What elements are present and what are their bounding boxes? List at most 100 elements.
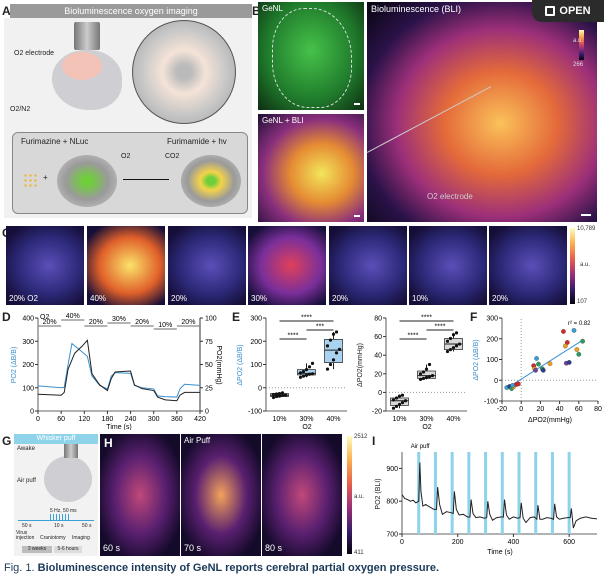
air-puff-bar — [450, 452, 454, 534]
data-point — [307, 372, 312, 376]
air-puff-bar — [467, 452, 471, 534]
data-point — [451, 333, 456, 337]
data-point — [325, 367, 330, 371]
frame-label: 20% — [492, 294, 509, 303]
data-point — [331, 358, 336, 362]
right-y-tick-label: 0 — [205, 409, 209, 416]
data-point — [304, 368, 309, 372]
frame-label: 20% O2 — [9, 294, 38, 303]
right-y-axis-label: PO2(mmHg) — [215, 345, 222, 384]
frame-label: 20% — [332, 294, 349, 303]
data-point — [561, 329, 566, 334]
o2-frame-image: 20% — [168, 226, 246, 305]
panel-label-g: G — [2, 434, 12, 448]
o2-frame-image: 20% — [489, 226, 567, 305]
data-point — [421, 376, 426, 381]
panel-label-h: H — [104, 436, 113, 450]
data-point — [271, 395, 276, 400]
x-tick-label: 200 — [452, 539, 464, 546]
x-axis-label: ΔPO2(mmHg) — [528, 417, 572, 424]
data-point — [337, 347, 342, 351]
y-tick-label: -100 — [484, 399, 498, 406]
panel-label-a: A — [2, 4, 11, 18]
panel-label-f: F — [470, 310, 478, 324]
data-point — [391, 398, 396, 402]
data-point — [427, 362, 432, 367]
awake-label: Awake — [17, 446, 35, 452]
data-point — [280, 393, 285, 398]
x-tick-label: 420 — [194, 416, 206, 423]
significance-label: **** — [421, 315, 432, 322]
x-tick-label: 120 — [78, 416, 90, 423]
data-point — [403, 399, 408, 403]
x-tick-label: 40% — [446, 416, 460, 423]
y-tick-label: 0 — [494, 378, 498, 385]
air-puff-frame-image: 60 s — [100, 434, 180, 556]
fit-line — [509, 340, 582, 387]
data-point — [566, 360, 572, 365]
data-point — [328, 338, 333, 342]
scale-bar — [354, 103, 360, 105]
y-tick-label: -20 — [372, 409, 382, 416]
colorbar-min: 266 — [573, 62, 584, 68]
air-puff-annotation: Air puff — [411, 444, 430, 450]
data-point — [394, 404, 399, 408]
data-point — [304, 373, 309, 377]
data-point — [448, 348, 453, 352]
y-tick-label: 300 — [22, 339, 34, 346]
frame-time-label: 60 s — [103, 543, 121, 553]
data-point — [534, 356, 539, 361]
air-puff-bar — [517, 452, 521, 534]
reaction-arrow — [123, 179, 169, 180]
stimulus-pulses — [50, 514, 70, 520]
bli-image: Bioluminescence (BLI) O2 electrode a.u. … — [367, 2, 597, 222]
air-puff-bar — [567, 452, 571, 534]
data-point — [397, 402, 402, 407]
data-point — [334, 330, 339, 334]
data-point — [576, 351, 582, 357]
open-button[interactable]: OPEN — [532, 0, 604, 22]
air-puff-label: Air puff — [17, 478, 36, 484]
external-link-icon — [545, 6, 556, 16]
series-line — [37, 339, 200, 402]
genl-bli-overlay-image: GeNL + BLI — [258, 114, 364, 222]
right-y-tick-label: 100 — [205, 316, 217, 323]
o2-step-label: 20% — [181, 319, 195, 326]
data-point — [298, 375, 303, 379]
stim-label: 5 Hz, 50 ms — [50, 508, 77, 514]
data-point — [310, 361, 315, 365]
significance-label: *** — [316, 324, 324, 331]
x-tick-label: 400 — [508, 539, 520, 546]
frame-label: 10% — [412, 294, 429, 303]
electrode-label: O2 electrode — [14, 50, 55, 57]
data-point — [580, 338, 585, 344]
y-tick-label: 40 — [374, 353, 382, 360]
colorbar-max: 10,789 — [577, 226, 596, 232]
o2-step-label: 20% — [89, 319, 103, 326]
y-axis-label: ΔPO2 (ΔB/B) — [473, 339, 480, 380]
data-point — [280, 391, 285, 395]
microscope-objective-icon — [64, 444, 78, 458]
reactant-label: O2 — [121, 153, 131, 160]
panel-a-title: Bioluminescence oxygen imaging — [10, 4, 252, 18]
data-point — [427, 374, 432, 379]
data-point — [400, 393, 405, 397]
air-puff-bar — [433, 452, 437, 534]
colorbar-unit: a.u. — [580, 262, 591, 268]
frame-time-label: 80 s — [265, 543, 283, 553]
panel-c-colorbar — [570, 228, 575, 304]
timeline-label: Virus injection — [16, 530, 35, 541]
significance-label: **** — [408, 333, 419, 340]
series-line — [37, 342, 201, 398]
x-tick-label: 180 — [102, 416, 114, 423]
o2-step-label: 40% — [66, 313, 80, 320]
air-puff-frame-image: 70 s Air Puff — [181, 434, 261, 556]
reaction-box: Furimazine + NLuc Furimamide + hv O2 CO2… — [12, 132, 248, 214]
panel-label-i: I — [372, 434, 376, 448]
y-tick-label: 200 — [22, 362, 34, 369]
x-axis-label: Time (s) — [487, 549, 512, 556]
x-tick-label: 40% — [326, 416, 340, 423]
y-tick-label: 900 — [386, 466, 398, 473]
data-point — [448, 336, 453, 341]
